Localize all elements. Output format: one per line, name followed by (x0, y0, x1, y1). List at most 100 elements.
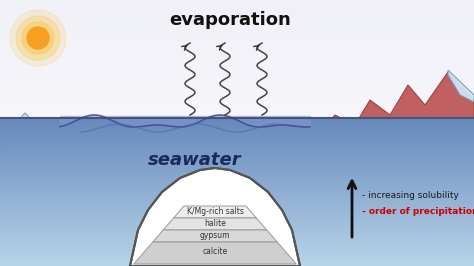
Bar (0, 209, 474, 210)
Bar (0, 223, 474, 224)
Bar (0, 195, 474, 196)
Bar (0, 162, 474, 163)
Bar (0, 205, 474, 206)
Bar (0, 7, 474, 8)
Bar (0, 180, 474, 181)
Bar (0, 142, 474, 143)
Bar (0, 166, 474, 167)
Bar (0, 101, 474, 102)
Bar (0, 132, 474, 133)
Bar (0, 168, 474, 169)
Bar (0, 34, 474, 35)
Bar (0, 139, 474, 140)
Bar (0, 43, 474, 44)
Bar (0, 204, 474, 205)
Bar (0, 206, 474, 207)
Bar (0, 121, 474, 122)
Bar (0, 146, 474, 147)
Circle shape (22, 22, 54, 54)
Bar (0, 212, 474, 213)
Bar (0, 250, 474, 251)
Bar (0, 27, 474, 28)
Bar (0, 31, 474, 32)
Bar (0, 254, 474, 255)
Bar (0, 144, 474, 145)
Bar (0, 190, 474, 191)
Bar (0, 120, 474, 121)
Bar (0, 77, 474, 78)
Bar (0, 260, 474, 261)
Bar (0, 113, 474, 114)
Bar (0, 262, 474, 263)
Bar (0, 140, 474, 141)
Bar (0, 226, 474, 227)
Bar (0, 105, 474, 106)
Bar (0, 233, 474, 234)
Bar (0, 129, 474, 130)
Bar (0, 164, 474, 165)
Bar (0, 165, 474, 166)
Bar (0, 57, 474, 58)
Bar (0, 166, 474, 167)
Bar (0, 151, 474, 152)
Bar (0, 230, 474, 231)
Bar (0, 16, 474, 17)
Bar (0, 86, 474, 87)
Bar (0, 80, 474, 81)
Bar (0, 50, 474, 51)
Bar (0, 179, 474, 180)
Bar (0, 124, 474, 125)
Bar (0, 14, 474, 15)
Bar (0, 149, 474, 150)
Bar (0, 254, 474, 255)
Bar (0, 220, 474, 221)
Bar (0, 155, 474, 156)
Bar (0, 189, 474, 190)
Bar (0, 127, 474, 128)
Bar (0, 228, 474, 229)
Bar (0, 208, 474, 209)
Bar (0, 82, 474, 83)
Bar (0, 253, 474, 254)
Bar (0, 232, 474, 233)
Bar (0, 11, 474, 12)
Bar (0, 202, 474, 203)
Polygon shape (22, 113, 250, 153)
Bar (0, 212, 474, 213)
Bar (0, 182, 474, 183)
Bar (0, 252, 474, 253)
Bar (0, 84, 474, 85)
Bar (0, 197, 474, 198)
Bar (0, 259, 474, 260)
Bar (0, 236, 474, 237)
Bar (0, 169, 474, 170)
Bar (0, 236, 474, 237)
Bar (0, 175, 474, 176)
Polygon shape (163, 218, 267, 230)
Bar (0, 222, 474, 223)
Bar (0, 95, 474, 96)
Bar (0, 209, 474, 210)
Bar (0, 42, 474, 43)
Bar (0, 64, 474, 65)
Bar (0, 178, 474, 179)
Bar (0, 161, 474, 162)
Bar (0, 198, 474, 199)
Bar (0, 198, 474, 199)
Bar (0, 122, 474, 123)
Bar (0, 114, 474, 115)
Bar (0, 242, 474, 243)
Bar (0, 121, 474, 122)
Bar (0, 156, 474, 157)
Bar (0, 67, 474, 68)
Bar (0, 258, 474, 259)
Bar (0, 225, 474, 226)
Bar (0, 24, 474, 25)
Bar (0, 144, 474, 145)
Bar (0, 191, 474, 192)
Bar (0, 176, 474, 177)
Bar (0, 93, 474, 94)
Bar (0, 36, 474, 37)
Bar (0, 265, 474, 266)
Bar (0, 18, 474, 19)
